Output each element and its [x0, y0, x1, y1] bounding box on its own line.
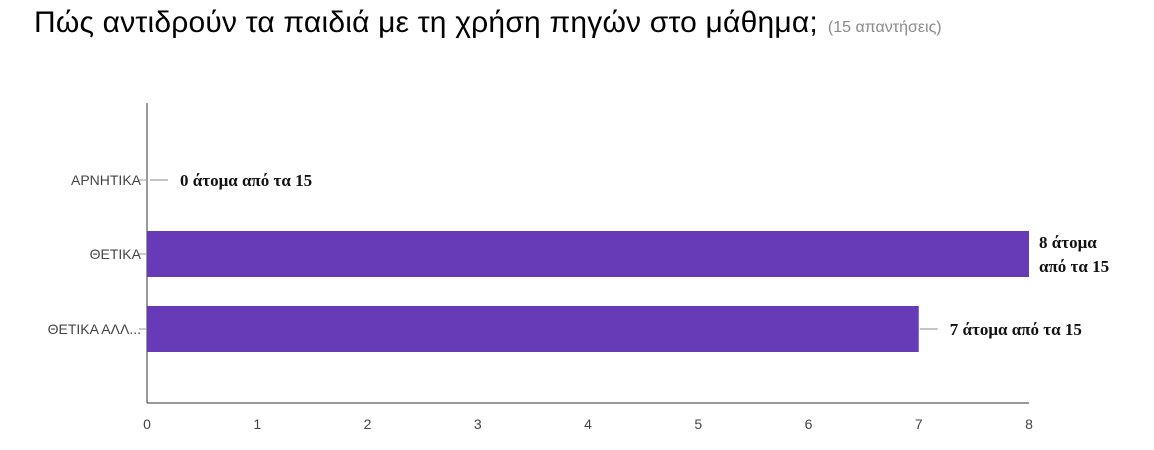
x-tick-label: 5: [694, 416, 702, 432]
category-label: ΘΕΤΙΚΑ ΑΛΛ...: [48, 321, 141, 337]
data-label: 0 άτομα από τα 15: [180, 171, 312, 190]
category-label: ΑΡΝΗΤΙΚΑ: [71, 172, 142, 188]
x-tick-label: 3: [474, 416, 482, 432]
bar: [147, 231, 1029, 277]
chart-title: Πώς αντιδρούν τα παιδιά με τη χρήση πηγώ…: [34, 6, 818, 39]
data-label: 7 άτομα από τα 15: [950, 320, 1082, 339]
x-tick-label: 8: [1025, 416, 1033, 432]
x-tick-label: 4: [584, 416, 592, 432]
x-tick-label: 7: [915, 416, 923, 432]
labels-layer: 0 1 2 3 4 5 6 7 8 ΑΡΝΗΤΙΚΑ 0 άτομα από τα 15 ΘΕΤΙΚΑ…: [48, 171, 1110, 432]
bar: [147, 306, 919, 352]
title-row: Πώς αντιδρούν τα παιδιά με τη χρήση πηγώ…: [34, 6, 942, 40]
x-tick-label: 6: [805, 416, 813, 432]
data-label: από τα 15: [1039, 257, 1109, 276]
x-tick-label: 2: [364, 416, 372, 432]
x-tick-label: 1: [253, 416, 261, 432]
x-tick-label: 0: [143, 416, 151, 432]
data-label: 8 άτομα: [1039, 233, 1097, 252]
response-count: (15 απαντήσεις): [827, 19, 942, 36]
category-label: ΘΕΤΙΚΑ: [90, 246, 142, 262]
bars-layer: [147, 231, 1029, 352]
